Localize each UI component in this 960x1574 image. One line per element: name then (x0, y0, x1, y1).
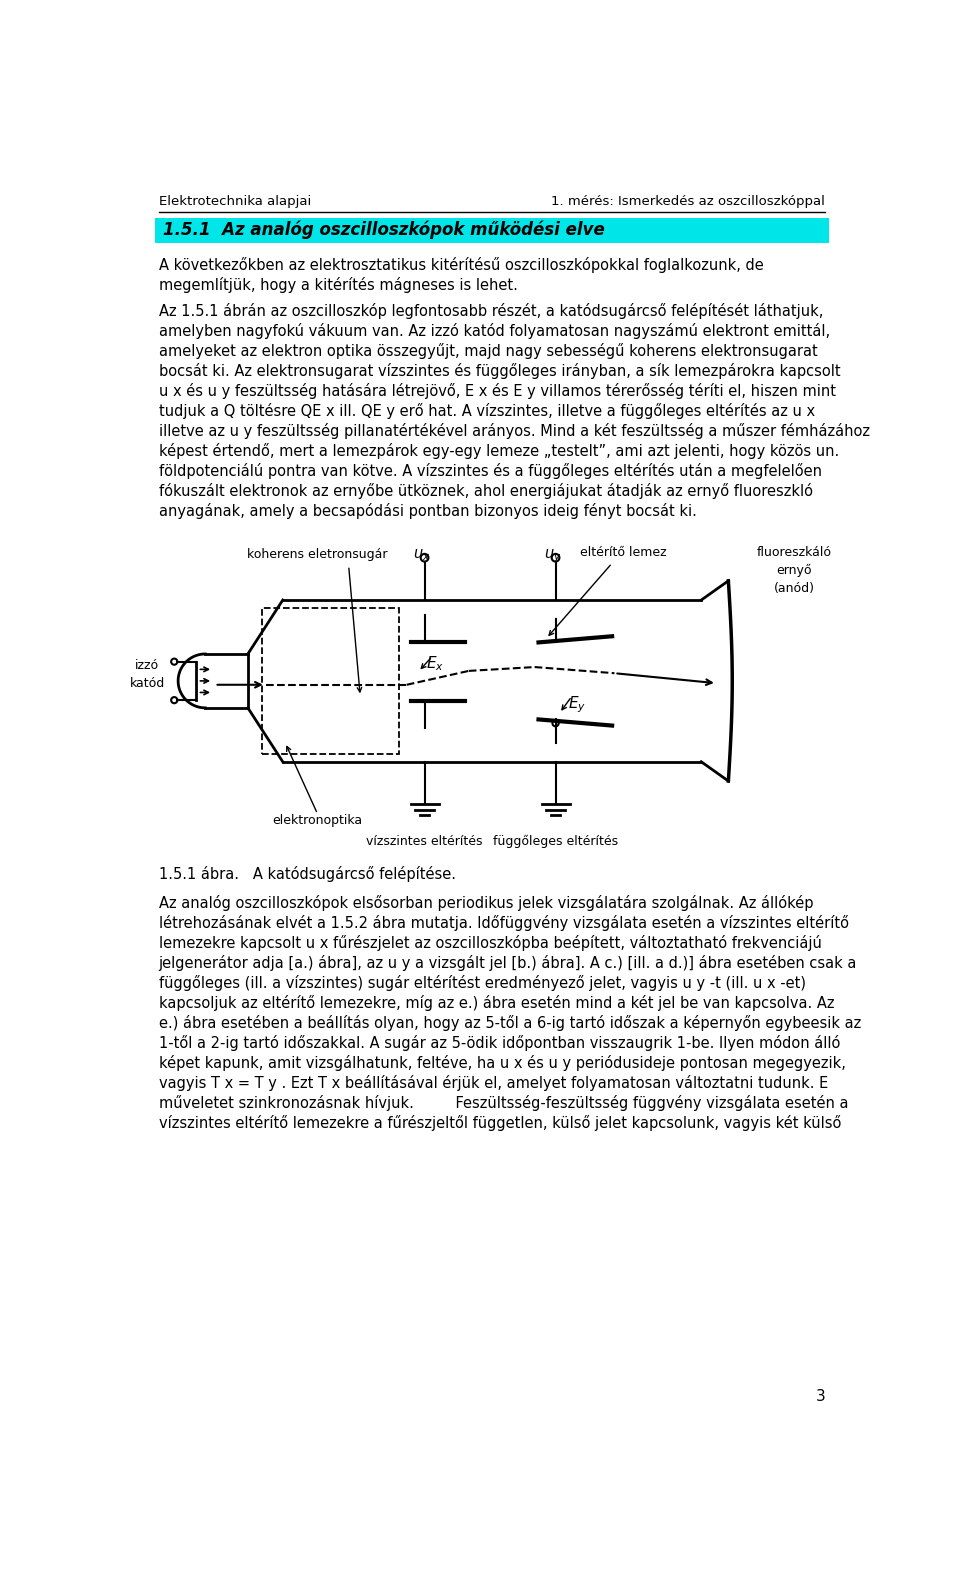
Text: függőleges (ill. a vízszintes) sugár eltérítést eredményező jelet, vagyis u y -t: függőleges (ill. a vízszintes) sugár elt… (158, 974, 805, 992)
Text: $u_x$: $u_x$ (413, 546, 430, 562)
Bar (155, 219, 829, 242)
Text: képet kapunk, amit vizsgálhatunk, feltéve, ha u x és u y periódusideje pontosan : képet kapunk, amit vizsgálhatunk, feltév… (158, 1055, 846, 1072)
Text: amelyeket az elektron optika összegyűjt, majd nagy sebességű koherens elektronsu: amelyeket az elektron optika összegyűjt,… (158, 343, 818, 359)
Text: u x és u y feszültsség hatására létrejövő, E x és E y villamos térerősség téríti: u x és u y feszültsség hatására létrejöv… (158, 382, 836, 398)
Text: megemlítjük, hogy a kitérítés mágneses is lehet.: megemlítjük, hogy a kitérítés mágneses i… (158, 277, 517, 293)
Text: létrehozásának elvét a 1.5.2 ábra mutatja. Időfüggvény vizsgálata esetén a vízsz: létrehozásának elvét a 1.5.2 ábra mutatj… (158, 914, 849, 930)
Text: lemezekre kapcsolt u x fűrészjelet az oszcilloszkópba beépített, változtatható f: lemezekre kapcsolt u x fűrészjelet az os… (158, 935, 822, 951)
Text: $u_y$: $u_y$ (543, 546, 562, 565)
Text: illetve az u y feszültsség pillanatértékével arányos. Mind a két feszültsség a m: illetve az u y feszültsség pillanatérték… (158, 423, 870, 439)
Text: A következőkben az elektrosztatikus kitérítésű oszcilloszkópokkal foglalkozunk, : A következőkben az elektrosztatikus kité… (158, 257, 763, 272)
Text: jelgenerátor adja [a.) ábra], az u y a vizsgált jel [b.) ábra]. A c.) [ill. a d.: jelgenerátor adja [a.) ábra], az u y a v… (158, 955, 857, 971)
Text: koherens eletronsugár: koherens eletronsugár (248, 548, 388, 562)
Text: e.) ábra esetében a beállítás olyan, hogy az 5-től a 6-ig tartó időszak a képern: e.) ábra esetében a beállítás olyan, hog… (158, 1015, 861, 1031)
Text: Az analóg oszcilloszkópok elsősorban periodikus jelek vizsgálatára szolgálnak. A: Az analóg oszcilloszkópok elsősorban per… (158, 896, 813, 911)
Text: 3: 3 (815, 1388, 826, 1404)
Text: földpotenciálú pontra van kötve. A vízszintes és a függőleges eltérítés után a m: földpotenciálú pontra van kötve. A vízsz… (158, 463, 822, 478)
Text: vagyis T x = T y . Ezt T x beállításával érjük el, amelyet folyamatosan változta: vagyis T x = T y . Ezt T x beállításával… (158, 1075, 828, 1091)
Text: kapcsoljuk az eltérítő lemezekre, míg az e.) ábra esetén mind a két jel be van k: kapcsoljuk az eltérítő lemezekre, míg az… (158, 995, 834, 1011)
Text: Elektrotechnika alapjai: Elektrotechnika alapjai (158, 195, 311, 208)
Text: 1.5.1  Az analóg oszcilloszkópok működési elve: 1.5.1 Az analóg oszcilloszkópok működési… (162, 220, 605, 239)
Text: 1. mérés: Ismerkedés az oszcilloszkóppal: 1. mérés: Ismerkedés az oszcilloszkóppal (551, 195, 826, 208)
Text: vízszintes eltérítő lemezekre a fűrészjeltől független, külső jelet kapcsolunk, : vízszintes eltérítő lemezekre a fűrészje… (158, 1116, 841, 1132)
Text: vízszintes eltérítés: vízszintes eltérítés (367, 834, 483, 848)
Text: $E_x$: $E_x$ (426, 655, 444, 674)
Bar (262, 608, 399, 754)
Text: amelyben nagyfokú vákuum van. Az izzó katód folyamatosan nagyszámú elektront emi: amelyben nagyfokú vákuum van. Az izzó ka… (158, 323, 829, 338)
Text: tudjuk a Q töltésre QE x ill. QE y erő hat. A vízszintes, illetve a függőleges e: tudjuk a Q töltésre QE x ill. QE y erő h… (158, 403, 815, 419)
Text: képest értendő, mert a lemezpárok egy-egy lemeze „testelt”, ami azt jelenti, hog: képest értendő, mert a lemezpárok egy-eg… (158, 442, 839, 460)
Text: $E_y$: $E_y$ (568, 694, 586, 715)
Text: anyagának, amely a becsapódási pontban bizonyos ideig fényt bocsát ki.: anyagának, amely a becsapódási pontban b… (158, 504, 697, 519)
Text: bocsát ki. Az elektronsugarat vízszintes és függőleges irányban, a sík lemezpáro: bocsát ki. Az elektronsugarat vízszintes… (158, 364, 840, 379)
Text: Az 1.5.1 ábrán az oszcilloszkóp legfontosabb részét, a katódsugárcső felépítését: Az 1.5.1 ábrán az oszcilloszkóp legfonto… (158, 302, 823, 320)
Text: 1.5.1 ábra.   A katódsugárcső felépítése.: 1.5.1 ábra. A katódsugárcső felépítése. (158, 866, 456, 881)
Text: fluoreszkáló
ernyő
(anód): fluoreszkáló ernyő (anód) (756, 546, 831, 595)
Text: függőleges eltérítés: függőleges eltérítés (493, 834, 618, 848)
Text: elektronoptika: elektronoptika (273, 814, 363, 826)
Text: műveletet szinkronozásnak hívjuk.         Feszültsség-feszültsség függvény vizsg: műveletet szinkronozásnak hívjuk. Feszül… (158, 1096, 849, 1111)
Text: fókuszált elektronok az ernyőbe ütköznek, ahol energiájukat átadják az ernyő flu: fókuszált elektronok az ernyőbe ütköznek… (158, 483, 813, 499)
Text: izzó
katód: izzó katód (130, 660, 165, 691)
Text: 1-től a 2-ig tartó időszakkal. A sugár az 5-ödik időpontban visszaugrik 1-be. Il: 1-től a 2-ig tartó időszakkal. A sugár a… (158, 1036, 840, 1051)
Text: eltérítő lemez: eltérítő lemez (581, 546, 667, 559)
